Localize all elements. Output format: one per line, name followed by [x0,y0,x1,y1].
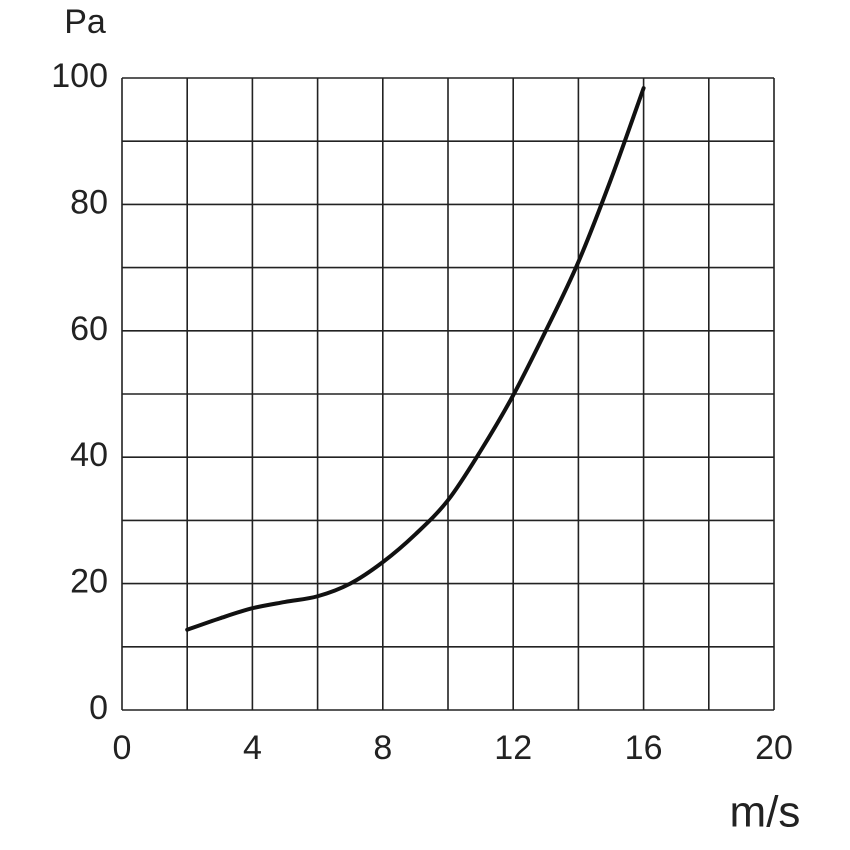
y-tick-label: 100 [51,57,108,95]
x-tick-label: 16 [625,729,663,767]
data-line [185,86,646,632]
x-axis-label: m/s [730,788,801,837]
x-tick-label: 0 [113,729,132,767]
y-tick-label: 80 [70,183,108,221]
y-tick-label: 40 [70,436,108,474]
x-tick-label: 20 [755,729,793,767]
y-axis-label: Pa [64,3,106,41]
y-tick-label: 20 [70,563,108,601]
x-tick-label: 12 [494,729,532,767]
y-tick-label: 60 [70,310,108,348]
x-tick-label: 4 [243,729,262,767]
y-tick-label: 0 [89,689,108,727]
x-tick-label: 8 [373,729,392,767]
